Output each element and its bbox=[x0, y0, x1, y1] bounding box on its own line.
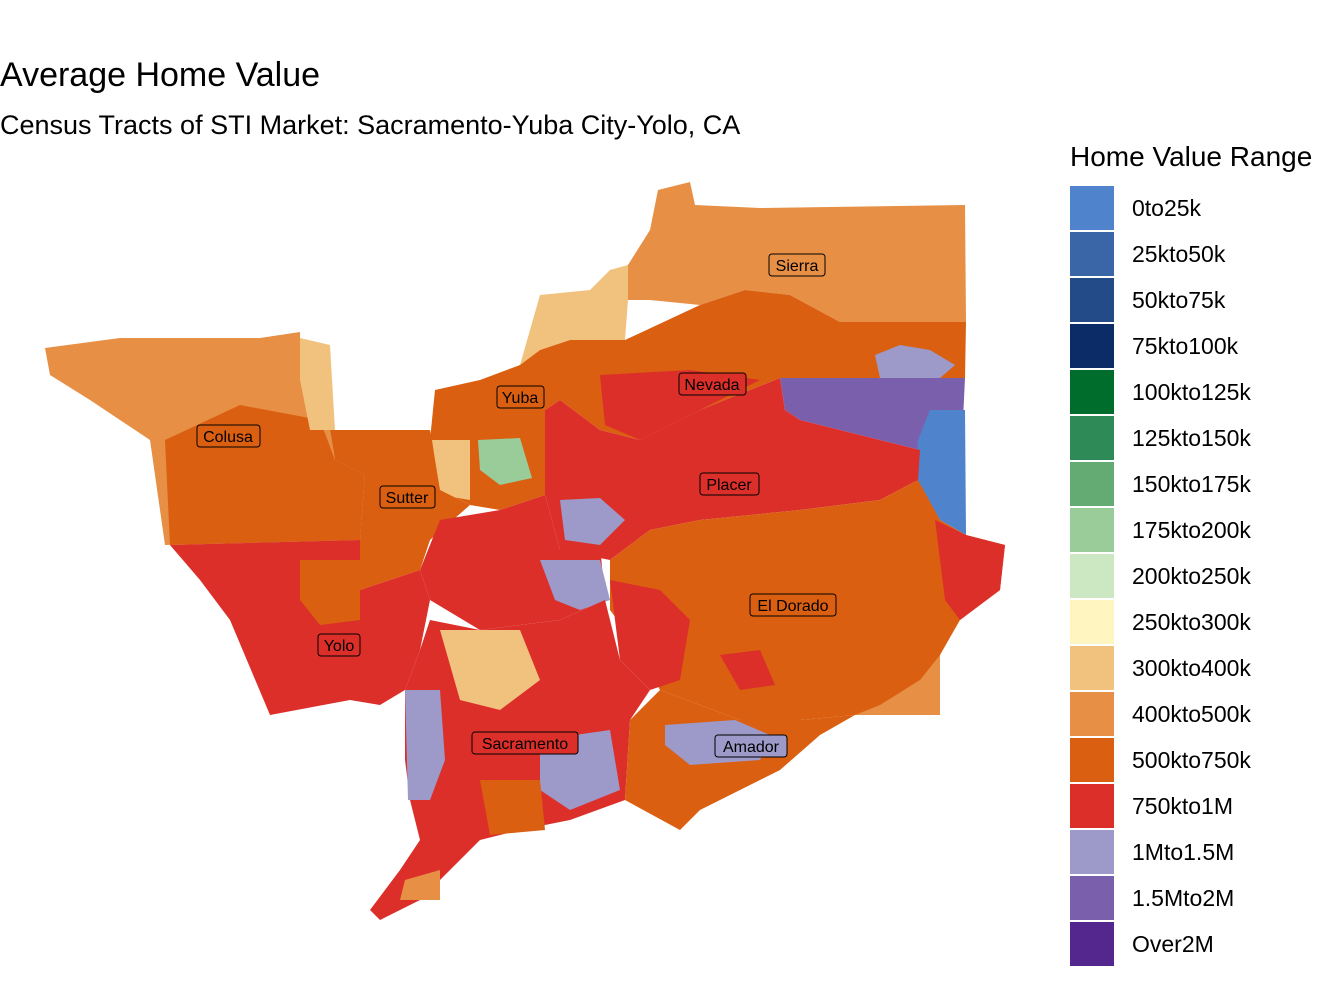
region-yuba bbox=[430, 350, 560, 510]
legend-label: 125kto150k bbox=[1132, 425, 1251, 451]
svg-text:Sacramento: Sacramento bbox=[482, 736, 568, 753]
svg-text:Yuba: Yuba bbox=[502, 390, 539, 407]
map-subtitle: Census Tracts of STI Market: Sacramento-… bbox=[0, 110, 741, 140]
legend-label: 75kto100k bbox=[1132, 333, 1239, 359]
county-label-sacramento: Sacramento bbox=[471, 731, 579, 755]
legend-item: 400kto500k bbox=[1070, 691, 1344, 737]
county-label-sutter: Sutter bbox=[379, 485, 436, 509]
svg-text:Sutter: Sutter bbox=[386, 490, 429, 507]
legend-swatch bbox=[1070, 830, 1114, 874]
legend-item: 125kto150k bbox=[1070, 415, 1344, 461]
legend-swatch bbox=[1070, 186, 1114, 230]
legend-swatch bbox=[1070, 692, 1114, 736]
legend-swatch bbox=[1070, 876, 1114, 920]
legend-label: 150kto175k bbox=[1132, 471, 1251, 497]
svg-text:Nevada: Nevada bbox=[684, 377, 739, 394]
legend-item: 750kto1M bbox=[1070, 783, 1344, 829]
county-label-colusa: Colusa bbox=[196, 424, 261, 448]
legend-item: 150kto175k bbox=[1070, 461, 1344, 507]
legend-swatch bbox=[1070, 600, 1114, 644]
svg-text:Sierra: Sierra bbox=[776, 258, 819, 275]
legend-title: Home Value Range bbox=[1070, 141, 1313, 172]
legend-label: 300kto400k bbox=[1132, 655, 1251, 681]
county-label-placer: Placer bbox=[699, 472, 760, 496]
legend-item: 200kto250k bbox=[1070, 553, 1344, 599]
legend-label: 400kto500k bbox=[1132, 701, 1251, 727]
legend-swatch bbox=[1070, 784, 1114, 828]
legend-item: 25kto50k bbox=[1070, 231, 1344, 277]
legend-item: 100kto125k bbox=[1070, 369, 1344, 415]
legend-item: 1.5Mto2M bbox=[1070, 875, 1344, 921]
svg-text:Amador: Amador bbox=[723, 739, 780, 756]
svg-text:Yolo: Yolo bbox=[324, 638, 355, 655]
choropleth-map: Sierra Nevada Yuba Colusa Sutter Placer … bbox=[45, 182, 1005, 920]
legend-label: 25kto50k bbox=[1132, 241, 1226, 267]
region-nevada bbox=[530, 290, 966, 535]
legend-item: 175kto200k bbox=[1070, 507, 1344, 553]
legend-label: 750kto1M bbox=[1132, 793, 1234, 819]
legend-item: 250kto300k bbox=[1070, 599, 1344, 645]
legend-item: 1Mto1.5M bbox=[1070, 829, 1344, 875]
legend-label: 1.5Mto2M bbox=[1132, 885, 1235, 911]
legend-swatch bbox=[1070, 508, 1114, 552]
legend-item: Over2M bbox=[1070, 921, 1344, 967]
county-label-yuba: Yuba bbox=[496, 385, 545, 409]
county-label-nevada: Nevada bbox=[678, 372, 747, 396]
legend-swatch bbox=[1070, 738, 1114, 782]
legend-swatch bbox=[1070, 278, 1114, 322]
legend-item: 50kto75k bbox=[1070, 277, 1344, 323]
svg-text:Placer: Placer bbox=[706, 477, 752, 494]
legend-item: 300kto400k bbox=[1070, 645, 1344, 691]
map-title: Average Home Value bbox=[0, 56, 321, 94]
legend-items: 0to25k 25kto50k 50kto75k 75kto100k 100kto125… bbox=[1070, 185, 1344, 967]
legend-label: 250kto300k bbox=[1132, 609, 1251, 635]
legend-swatch bbox=[1070, 922, 1114, 966]
legend-label: 200kto250k bbox=[1132, 563, 1251, 589]
legend-label: 100kto125k bbox=[1132, 379, 1251, 405]
county-label-eldorado: El Dorado bbox=[749, 593, 837, 617]
legend-swatch bbox=[1070, 462, 1114, 506]
legend-label: 50kto75k bbox=[1132, 287, 1226, 313]
legend-label: 500kto750k bbox=[1132, 747, 1251, 773]
legend-item: 500kto750k bbox=[1070, 737, 1344, 783]
county-label-yolo: Yolo bbox=[317, 633, 361, 657]
legend-swatch bbox=[1070, 370, 1114, 414]
county-label-sierra: Sierra bbox=[768, 253, 826, 277]
legend-label: 0to25k bbox=[1132, 195, 1202, 221]
legend-swatch bbox=[1070, 416, 1114, 460]
legend-swatch bbox=[1070, 646, 1114, 690]
legend-item: 75kto100k bbox=[1070, 323, 1344, 369]
legend-label: Over2M bbox=[1132, 931, 1214, 957]
legend-label: 175kto200k bbox=[1132, 517, 1251, 543]
legend-swatch bbox=[1070, 554, 1114, 598]
region-sutter bbox=[330, 430, 470, 590]
legend-item: 0to25k bbox=[1070, 185, 1344, 231]
region-placer bbox=[420, 378, 920, 630]
county-label-amador: Amador bbox=[714, 734, 788, 758]
region-yolo bbox=[170, 540, 430, 715]
svg-text:El Dorado: El Dorado bbox=[757, 598, 828, 615]
legend-swatch bbox=[1070, 232, 1114, 276]
legend: Home Value Range 0to25k 25kto50k 50kto75k 7… bbox=[1070, 137, 1344, 967]
legend-label: 1Mto1.5M bbox=[1132, 839, 1235, 865]
legend-swatch bbox=[1070, 324, 1114, 368]
svg-text:Colusa: Colusa bbox=[203, 429, 253, 446]
